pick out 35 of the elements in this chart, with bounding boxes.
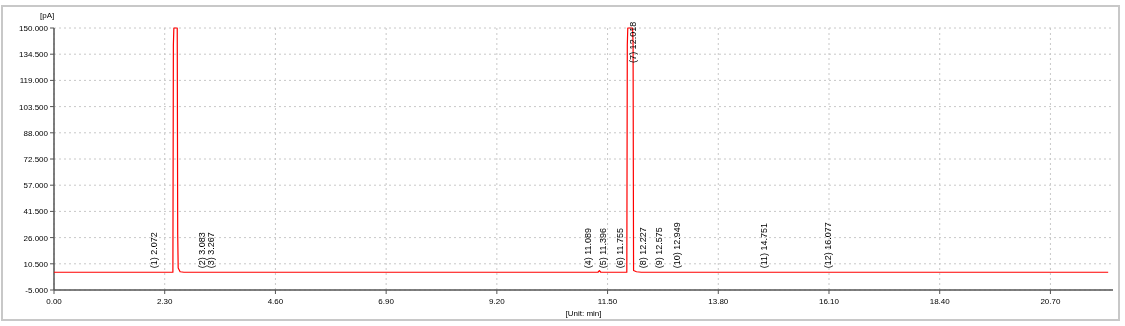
x-tick-label: 11.50 xyxy=(597,297,618,306)
annotation: (11) 14.751 xyxy=(759,222,770,269)
y-tick-label: 119.000 xyxy=(19,76,49,86)
y-tick-label: 150.000 xyxy=(19,24,49,33)
x-tick-label: 0.00 xyxy=(46,297,63,306)
annotation: (1) 2.072 xyxy=(148,232,159,269)
x-tick-label: 20.70 xyxy=(1040,297,1061,306)
annotation: (5) 11.396 xyxy=(597,227,608,269)
y-tick-label: 134.500 xyxy=(19,50,49,60)
annotation: (4) 11.089 xyxy=(582,227,593,269)
y-tick-label: 72.500 xyxy=(23,155,49,164)
x-tick-label: 4.60 xyxy=(267,297,284,306)
x-tick-label: 6.90 xyxy=(378,297,395,306)
y-tick-label: 88.000 xyxy=(23,128,49,138)
y-tick-label: 57.000 xyxy=(23,181,49,191)
x-tick-label: 2.30 xyxy=(156,297,174,306)
y-tick-label: 10.500 xyxy=(23,259,49,269)
annotation: (12) 16.077 xyxy=(822,222,833,269)
y-tick-label: -5.000 xyxy=(25,286,49,295)
x-tick-label: 16.10 xyxy=(818,297,840,306)
x-tick-label: 9.20 xyxy=(489,297,506,306)
x-tick-label: 13.80 xyxy=(708,297,729,306)
annotation: (8) 12.227 xyxy=(637,227,648,269)
annotation: (10) 12.949 xyxy=(672,222,683,269)
y-tick-label: 41.500 xyxy=(23,207,49,217)
y-axis-title: [pA] xyxy=(40,11,55,20)
y-tick-label: 103.500 xyxy=(19,102,49,112)
annotation: (7) 12.018 xyxy=(627,21,638,63)
x-axis-title: [Unit: min] xyxy=(565,309,602,318)
annotation: (6) 11.755 xyxy=(614,227,625,269)
annotation: (9) 12.575 xyxy=(654,227,665,269)
annotation: (3) 3.267 xyxy=(206,232,217,269)
annotation: (2) 3.083 xyxy=(197,232,208,269)
y-tick-label: 26.000 xyxy=(23,233,49,243)
x-tick-label: 18.40 xyxy=(929,297,951,306)
